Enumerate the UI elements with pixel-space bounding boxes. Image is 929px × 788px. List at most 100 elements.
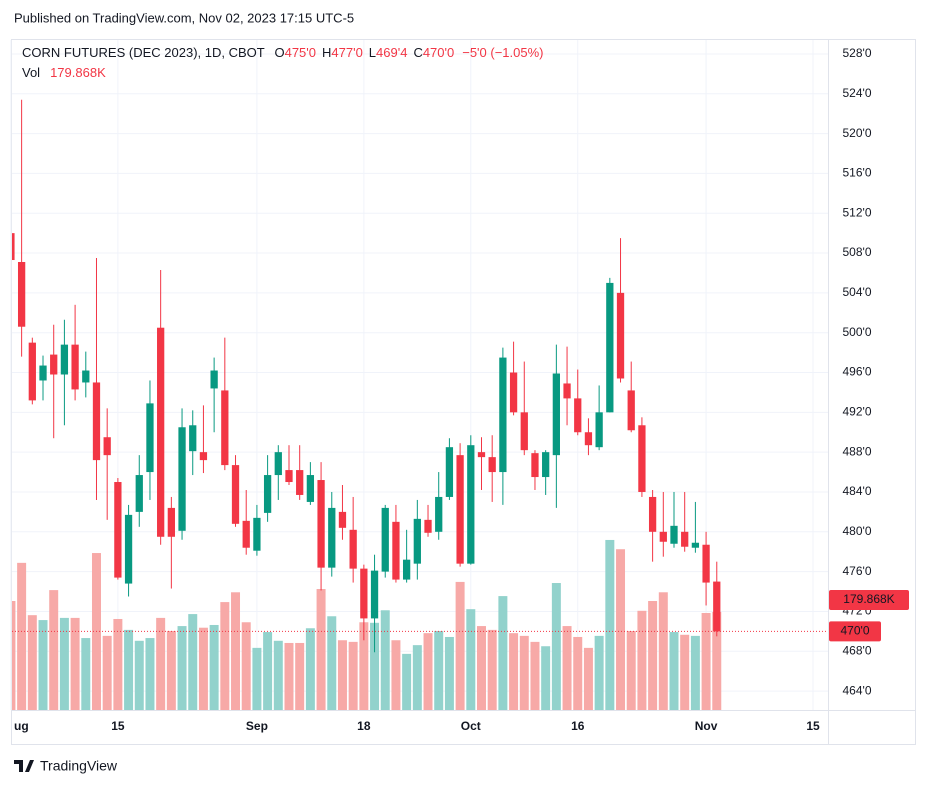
candle-body [456, 455, 464, 564]
legend-value: 475'0 [285, 45, 316, 60]
volume-bar [509, 633, 519, 710]
candle-body [445, 447, 454, 497]
volume-bar [231, 592, 241, 710]
volume-bar [423, 633, 433, 710]
volume-bar [177, 626, 187, 710]
y-tick-label: 512'0 [843, 205, 872, 219]
candle-body [370, 570, 379, 619]
candle-body [638, 425, 646, 492]
volume-bar [594, 635, 604, 710]
x-tick-label: Oct [461, 719, 481, 733]
volume-bar [605, 539, 615, 710]
volume-bar [412, 645, 422, 710]
candle-body [595, 412, 603, 448]
candle-body [681, 531, 689, 547]
volume-bar [134, 640, 144, 710]
plot-area [12, 99, 828, 710]
candle-body [520, 412, 528, 451]
legend-line: CORN FUTURES (DEC 2023), 1D, CBOT O475'0 H… [22, 45, 544, 60]
volume-bar [12, 601, 16, 710]
volume-bar [680, 634, 690, 710]
candle-body [12, 233, 15, 261]
volume-bar [166, 630, 176, 710]
volume-bar [616, 549, 626, 710]
x-tick-label: 18 [357, 719, 371, 733]
volume-bar [284, 642, 294, 710]
published-note: Published on TradingView.com, Nov 02, 20… [14, 10, 354, 25]
legend-value: 179.868K [50, 65, 106, 80]
volume-bar [541, 646, 551, 710]
volume-bar [477, 626, 486, 710]
chart-frame [11, 39, 916, 745]
candle-body [552, 373, 560, 456]
candle-body [242, 520, 250, 548]
candle-body [424, 519, 432, 533]
legend-key: C [413, 45, 422, 60]
candle-body [584, 432, 593, 446]
candle-body [574, 398, 582, 433]
volume-bar [359, 622, 369, 710]
candle-body [60, 344, 69, 375]
legend-value: 469'4 [376, 45, 407, 60]
legend-key: L [369, 45, 376, 60]
volume-bar [637, 610, 647, 710]
axes: 464'0468'0472'0476'0480'0484'0488'0492'0… [14, 46, 909, 733]
candle-body [221, 390, 229, 466]
volume-bar [49, 590, 59, 710]
volume-bar [487, 629, 497, 710]
volume-bar [220, 602, 230, 710]
x-tick-label: 15 [111, 719, 125, 733]
volume-bar [337, 640, 347, 710]
volume-bar [712, 611, 722, 710]
volume-bar [626, 630, 636, 710]
candle-body [135, 475, 143, 512]
candle-body [231, 465, 240, 524]
last-price-label: 470'0 [841, 624, 870, 638]
volume-bar [273, 640, 283, 710]
candle-body [499, 357, 507, 473]
candle-body [467, 445, 475, 564]
volume-bar [102, 635, 112, 710]
volume-bar [391, 640, 401, 710]
volume-bar [583, 647, 593, 710]
candle-body [392, 521, 400, 580]
candle-body [627, 390, 635, 431]
volume-bar [81, 638, 91, 710]
y-tick-label: 476'0 [843, 564, 872, 578]
volume-bar [380, 610, 390, 710]
legend-key: O [274, 45, 284, 60]
y-tick-label: 500'0 [843, 325, 872, 339]
volume-bar [455, 581, 465, 710]
candle-body [92, 382, 101, 461]
candle-body [178, 427, 186, 531]
candle-body [210, 370, 218, 389]
candle-body [285, 470, 293, 483]
candle-body [413, 518, 421, 564]
volume-bar [562, 626, 572, 710]
volume-bar [145, 638, 155, 710]
candle-body [167, 507, 175, 537]
candle-body [189, 425, 197, 452]
volume-bar [113, 618, 123, 710]
candle-body [691, 542, 700, 548]
volume-bar [252, 647, 262, 710]
y-tick-label: 520'0 [843, 126, 872, 140]
candle-body [114, 482, 122, 578]
candle-body [702, 544, 710, 583]
volume-bar [551, 583, 561, 710]
candle-body [509, 372, 518, 413]
volume-bar [263, 632, 273, 710]
legend-value: 470'0 [423, 45, 454, 60]
candle-body [82, 370, 90, 383]
volume-legend: Vol 179.868K [22, 65, 106, 80]
volume-bar [59, 617, 69, 710]
volume-bar [466, 609, 476, 710]
volume-last-box [829, 589, 909, 610]
volume-bar [690, 635, 700, 710]
candle-body [274, 452, 282, 476]
candle-body [317, 480, 325, 568]
x-tick-label: 15 [806, 719, 820, 733]
candle-body [17, 262, 26, 327]
logo: TradingView [14, 758, 118, 774]
